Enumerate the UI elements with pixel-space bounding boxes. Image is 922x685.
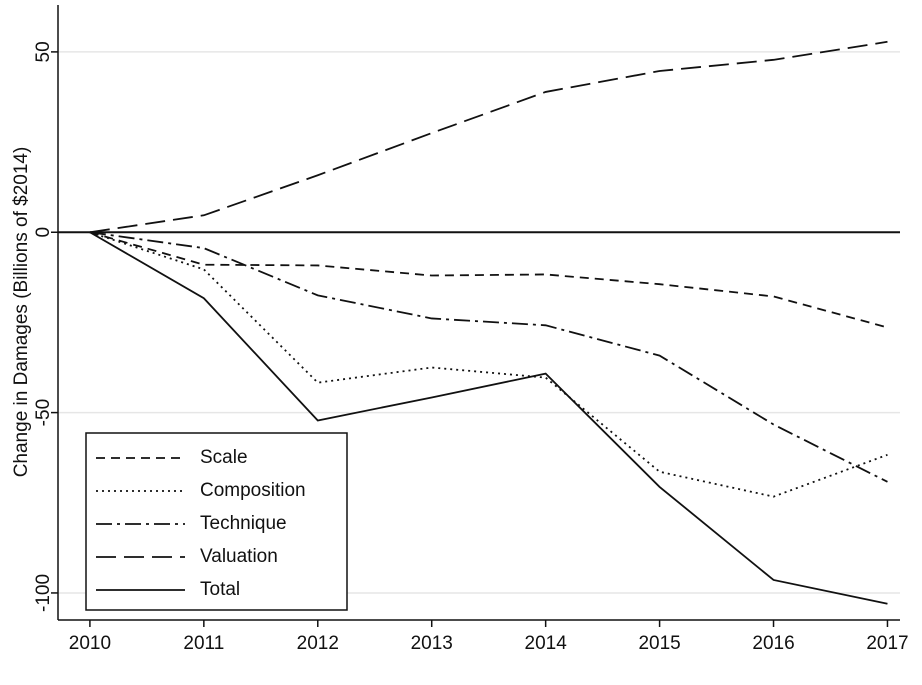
x-tick-label: 2011 (183, 633, 224, 654)
y-tick-label: 50 (33, 41, 54, 62)
legend-label: Technique (200, 513, 287, 534)
legend-label: Scale (200, 447, 248, 468)
series-line (89, 231, 888, 605)
x-tick-label: 2012 (297, 633, 339, 654)
x-tick-label: 2010 (69, 633, 111, 654)
legend-label: Valuation (200, 546, 278, 567)
y-tick-label: -100 (33, 574, 54, 612)
y-tick-label: 0 (33, 227, 54, 238)
y-tick-label: -50 (33, 399, 54, 426)
series-line (89, 40, 888, 234)
y-axis-title: Change in Damages (Billions of $2014) (11, 147, 32, 478)
legend-label: Composition (200, 480, 306, 501)
legend-box (85, 432, 348, 611)
x-tick-label: 2014 (525, 633, 568, 654)
legend-label: Total (200, 579, 240, 600)
x-tick-label: 2015 (638, 633, 680, 654)
series-line (89, 231, 888, 483)
x-tick-label: 2016 (752, 633, 794, 654)
x-tick-label: 2017 (866, 633, 908, 654)
x-tick-label: 2013 (411, 633, 453, 654)
series-line (89, 231, 888, 329)
